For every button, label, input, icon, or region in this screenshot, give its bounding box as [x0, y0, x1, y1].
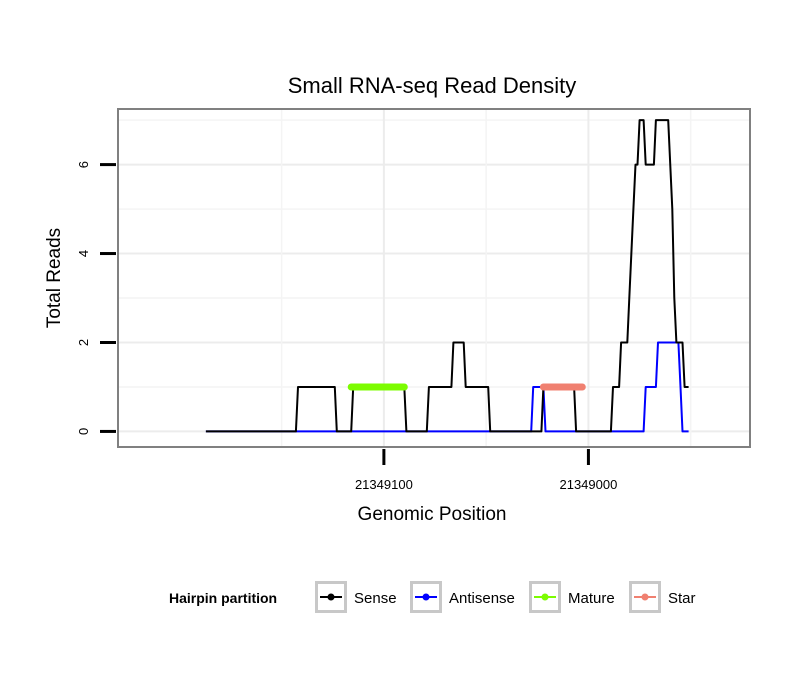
- legend-item-star: Star: [629, 581, 696, 613]
- legend-key-point: [541, 593, 549, 601]
- x-tick-label: 21349100: [355, 477, 413, 492]
- y-axis: 0 2 4 6: [76, 161, 116, 435]
- x-tick-label: 21349000: [559, 477, 617, 492]
- y-tick-label: 2: [76, 339, 91, 346]
- legend-label: Mature: [568, 590, 615, 607]
- x-axis: 21349100 21349000: [355, 449, 617, 492]
- y-tick-label: 6: [76, 161, 91, 168]
- legend-title: Hairpin partition: [169, 590, 277, 606]
- legend-item-sense: Sense: [315, 581, 397, 613]
- series-layer: [205, 119, 689, 433]
- chart-title: Small RNA-seq Read Density: [288, 73, 577, 98]
- plot-background: [118, 109, 750, 447]
- legend-label: Star: [668, 590, 696, 607]
- y-tick-label: 4: [76, 250, 91, 257]
- legend-item-mature: Mature: [529, 581, 615, 613]
- x-axis-title: Genomic Position: [358, 504, 507, 525]
- legend-label: Sense: [354, 590, 397, 607]
- legend-label: Antisense: [449, 590, 515, 607]
- legend-key-point: [641, 593, 649, 601]
- y-axis-title: Total Reads: [44, 228, 65, 328]
- legend-key-point: [327, 593, 335, 601]
- series-line-antisense: [205, 341, 689, 433]
- legend-item-antisense: Antisense: [410, 581, 515, 613]
- legend-key-point: [422, 593, 430, 601]
- legend: Hairpin partition Sense Antisense Mature St…: [169, 581, 696, 613]
- plot-border: [117, 108, 751, 448]
- y-tick-label: 0: [76, 428, 91, 435]
